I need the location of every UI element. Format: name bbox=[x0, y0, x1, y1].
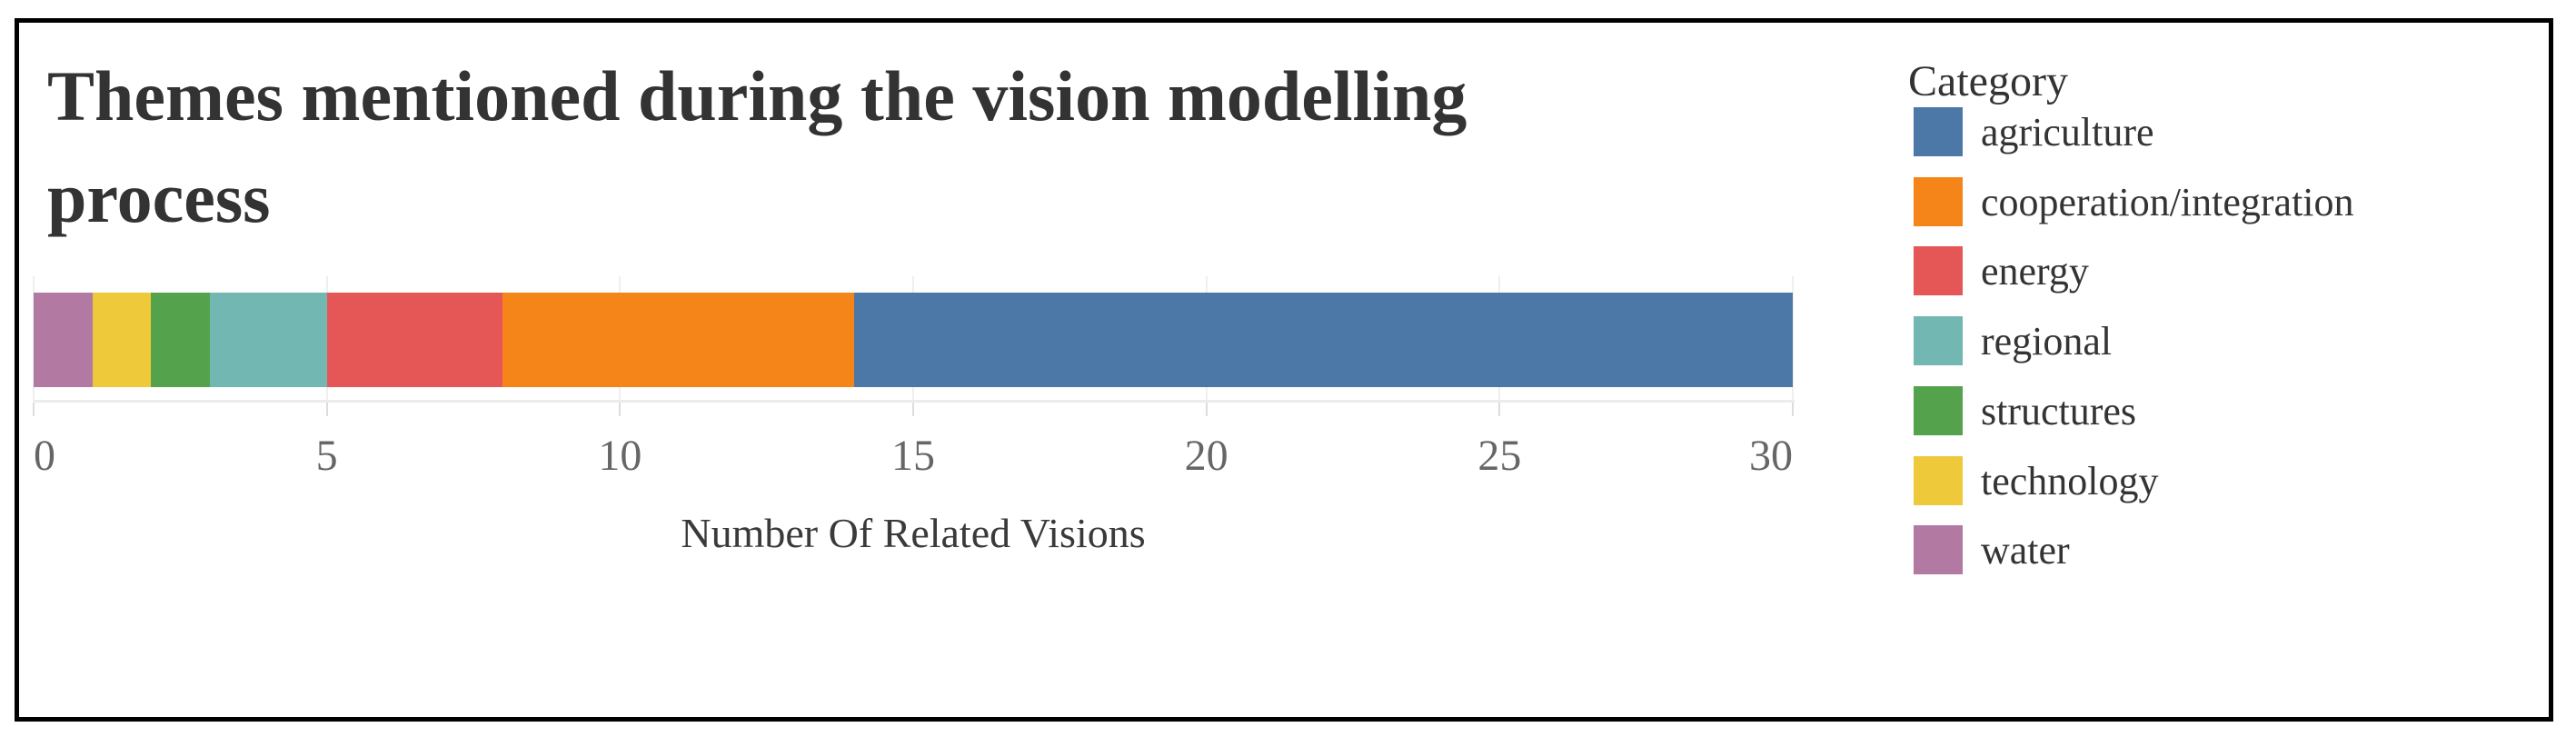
legend-item-agriculture: agriculture bbox=[1908, 107, 2544, 156]
legend-item-water: water bbox=[1908, 525, 2544, 574]
x-axis-line bbox=[34, 400, 1795, 403]
legend-swatch-structures bbox=[1914, 386, 1963, 435]
axis-tick-10 bbox=[619, 403, 622, 416]
axis-tick-label-20: 20 bbox=[1184, 432, 1228, 480]
legend-item-regional: regional bbox=[1908, 316, 2544, 365]
chart-title-line2: process bbox=[47, 158, 271, 237]
chart-title: Themes mentioned during the vision model… bbox=[47, 45, 1774, 249]
legend-swatch-regional bbox=[1914, 316, 1963, 365]
legend-label-energy: energy bbox=[1981, 249, 2089, 294]
legend-title: Category bbox=[1908, 57, 2068, 105]
bar-segment-water bbox=[34, 293, 93, 387]
legend-swatch-cooperation-integration bbox=[1914, 177, 1963, 226]
axis-tick-label-30: 30 bbox=[1749, 432, 1793, 480]
axis-tick-25 bbox=[1498, 403, 1501, 416]
legend-item-energy: energy bbox=[1908, 246, 2544, 295]
legend-label-agriculture: agriculture bbox=[1981, 110, 2154, 154]
axis-tick-label-15: 15 bbox=[891, 432, 935, 480]
axis-tick-30 bbox=[1792, 403, 1794, 416]
bar-segment-energy bbox=[326, 293, 503, 387]
axis-tick-label-25: 25 bbox=[1477, 432, 1522, 480]
bar-segment-regional bbox=[209, 293, 327, 387]
bar-segment-agriculture bbox=[854, 293, 1793, 387]
legend-swatch-agriculture bbox=[1914, 107, 1963, 156]
legend-label-regional: regional bbox=[1981, 319, 2113, 364]
axis-tick-label-5: 5 bbox=[315, 432, 338, 480]
legend-item-cooperation-integration: cooperation/integration bbox=[1908, 177, 2544, 226]
chart-title-line1: Themes mentioned during the vision model… bbox=[47, 56, 1467, 135]
bar-segment-cooperation-integration bbox=[502, 293, 855, 387]
legend-item-technology: technology bbox=[1908, 456, 2544, 505]
legend-label-water: water bbox=[1981, 528, 2070, 573]
legend-item-structures: structures bbox=[1908, 386, 2544, 435]
axis-tick-0 bbox=[33, 403, 35, 416]
axis-tick-label-10: 10 bbox=[598, 432, 642, 480]
legend-label-structures: structures bbox=[1981, 389, 2137, 433]
bar-segment-structures bbox=[151, 293, 210, 387]
axis-tick-label-0: 0 bbox=[34, 432, 55, 480]
axis-tick-20 bbox=[1205, 403, 1208, 416]
gridline-30 bbox=[1792, 276, 1794, 402]
axis-tick-5 bbox=[325, 403, 328, 416]
legend-label-cooperation-integration: cooperation/integration bbox=[1981, 180, 2354, 224]
legend-label-technology: technology bbox=[1981, 459, 2159, 503]
legend-swatch-technology bbox=[1914, 456, 1963, 505]
legend-swatch-water bbox=[1914, 525, 1963, 574]
bar-segment-technology bbox=[92, 293, 152, 387]
x-axis-title: Number Of Related Visions bbox=[681, 510, 1146, 556]
axis-tick-15 bbox=[912, 403, 914, 416]
legend-swatch-energy bbox=[1914, 246, 1963, 295]
